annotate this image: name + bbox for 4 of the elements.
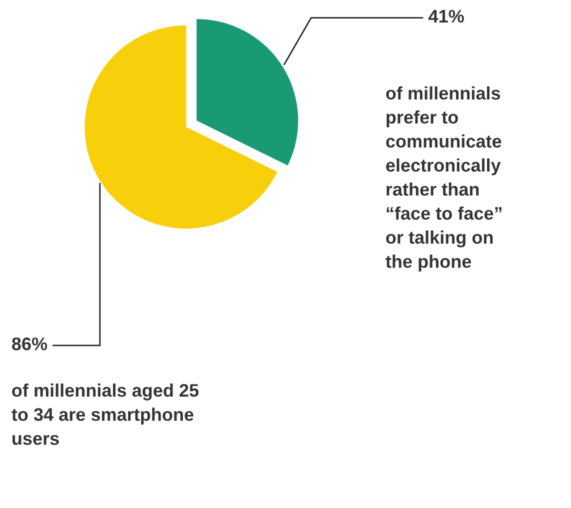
text: of millennials prefer to communicate electronically rather than “face to face” or talking on the phone bbox=[386, 86, 502, 272]
data-label: 86% bbox=[12, 338, 48, 350]
text: of millennials aged 25 to 34 are smartphone users bbox=[12, 384, 199, 445]
data-label: 41% bbox=[428, 10, 464, 23]
